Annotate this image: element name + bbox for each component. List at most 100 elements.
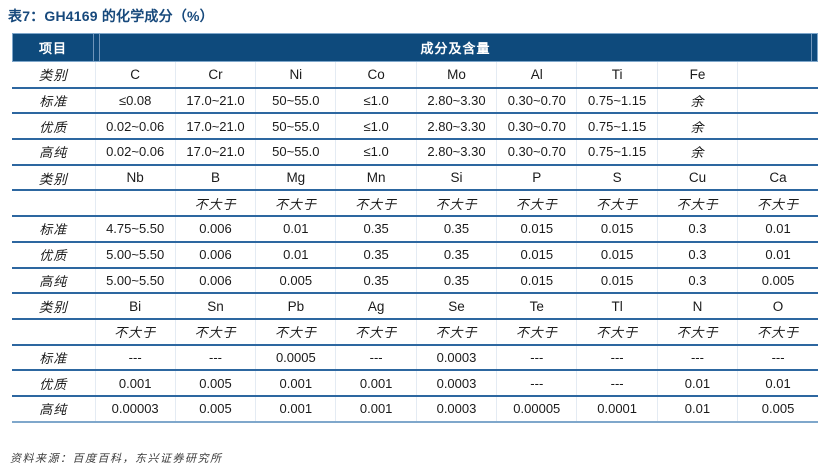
table-cell: 不大于	[255, 318, 336, 346]
row-label: 标准	[12, 344, 95, 372]
table-row: 类别 Nb B Mg Mn Si P S Cu Ca	[12, 164, 818, 192]
table-cell: 17.0~21.0	[174, 139, 256, 166]
table-cell	[737, 62, 818, 89]
table-cell: Sn	[174, 293, 256, 320]
table-cell: 0.75~1.15	[576, 113, 658, 141]
table-cell: 0.015	[496, 241, 577, 269]
row-label: 类别	[12, 293, 95, 320]
table-cell: ≤1.0	[335, 139, 417, 166]
table-cell: 不大于	[174, 318, 256, 346]
table-cell: 0.0001	[576, 395, 658, 423]
table-row: 优质 5.00~5.50 0.006 0.01 0.35 0.35 0.015 0.015 0.…	[12, 241, 818, 269]
table-cell: 0.02~0.06	[94, 139, 176, 166]
table-cell: 0.35	[335, 216, 417, 243]
table-cell: Ni	[255, 62, 336, 89]
table-cell: ---	[94, 344, 176, 372]
table-cell: 0.001	[335, 395, 417, 423]
table-cell: Mn	[335, 164, 417, 192]
row-label: 类别	[12, 62, 95, 89]
table-cell: 2.80~3.30	[415, 139, 497, 166]
table-cell: 0.015	[576, 241, 658, 269]
table-cell: Nb	[94, 164, 176, 192]
table-row: 标准 --- --- 0.0005 --- 0.0003 --- --- --- ---	[12, 344, 818, 372]
row-label: 高纯	[12, 139, 95, 166]
table-cell: 不大于	[335, 190, 417, 218]
table-cell: 0.00005	[496, 395, 577, 423]
table-cell: 0.006	[174, 216, 256, 243]
table-cell: 0.30~0.70	[496, 113, 577, 141]
table-cell: 0.01	[255, 241, 336, 269]
table-cell: N	[656, 293, 738, 320]
table-cell: Mg	[255, 164, 336, 192]
table-cell: Se	[415, 293, 497, 320]
row-label: 高纯	[12, 267, 95, 295]
table-cell: 17.0~21.0	[174, 87, 256, 115]
header-divider-right	[811, 34, 817, 61]
table-cell: S	[576, 164, 658, 192]
table-cell: 0.001	[335, 370, 417, 397]
table-cell: ---	[576, 370, 658, 397]
table-cell: 0.001	[255, 395, 336, 423]
table-cell: 0.0003	[415, 344, 497, 372]
row-label: 高纯	[12, 395, 95, 423]
table-cell: 2.80~3.30	[415, 87, 497, 115]
table-cell: ---	[335, 344, 417, 372]
table-cell: ---	[576, 344, 658, 372]
table-cell: 0.006	[174, 241, 256, 269]
table-cell: 0.0005	[255, 344, 336, 372]
table-cell: Si	[415, 164, 497, 192]
table-cell: 0.35	[415, 267, 497, 295]
row-label: 标准	[12, 87, 95, 115]
header-item-label: 项目	[38, 41, 67, 56]
table-cell: 0.00003	[94, 395, 176, 423]
row-label: 类别	[12, 164, 95, 192]
table-cell: 0.005	[737, 395, 818, 423]
table-cell: 50~55.0	[255, 139, 336, 166]
table-cell: 0.001	[255, 370, 336, 397]
table-cell: Fe	[656, 62, 738, 89]
table-cell: Ca	[737, 164, 818, 192]
table-cell: 0.35	[415, 216, 497, 243]
table-cell: Bi	[94, 293, 176, 320]
table-cell: Cr	[174, 62, 256, 89]
table-cell	[737, 139, 818, 166]
table-cell: 0.01	[656, 370, 738, 397]
table-cell: 0.3	[656, 216, 738, 243]
table-row: 高纯 0.00003 0.005 0.001 0.001 0.0003 0.00005 0.0…	[12, 395, 818, 423]
table-cell: 0.35	[335, 241, 417, 269]
table-cell: Co	[335, 62, 417, 89]
table-cell: ---	[174, 344, 256, 372]
table-cell: 不大于	[737, 318, 818, 346]
table-row: 优质 0.02~0.06 17.0~21.0 50~55.0 ≤1.0 2.80~3.30…	[12, 113, 818, 141]
table-cell: 0.0003	[415, 370, 497, 397]
table-cell: 不大于	[415, 318, 497, 346]
row-label	[12, 318, 95, 346]
table-cell: ≤0.08	[94, 87, 176, 115]
table-header-bar: 项目 成分及含量	[12, 33, 818, 62]
table-row: 类别 C Cr Ni Co Mo Al Ti Fe	[12, 62, 818, 89]
table-cell: ---	[656, 344, 738, 372]
table-cell: ≤1.0	[335, 87, 417, 115]
table-cell: 50~55.0	[255, 113, 336, 141]
table-cell: Te	[496, 293, 577, 320]
table-cell: O	[737, 293, 818, 320]
table-cell: 不大于	[496, 318, 577, 346]
table-cell: 0.01	[737, 370, 818, 397]
table-cell: 不大于	[415, 190, 497, 218]
header-span-label: 成分及含量	[420, 41, 491, 56]
composition-table-container: 项目 成分及含量 类别 C Cr Ni Co Mo Al Ti Fe 标准 ≤0.08 17.0~21…	[12, 33, 818, 423]
table-row: 不大于 不大于 不大于 不大于 不大于 不大于 不大于 不大于	[12, 190, 818, 218]
table-cell: 0.015	[496, 267, 577, 295]
composition-table: 类别 C Cr Ni Co Mo Al Ti Fe 标准 ≤0.08 17.0~21.0 50~55.0…	[12, 62, 818, 423]
table-cell: 5.00~5.50	[94, 241, 176, 269]
table-cell: 0.35	[335, 267, 417, 295]
table-cell: Al	[496, 62, 577, 89]
table-row: 优质 0.001 0.005 0.001 0.001 0.0003 --- --- 0.01 0.…	[12, 370, 818, 397]
table-cell: ---	[737, 344, 818, 372]
table-cell: 余	[656, 87, 738, 115]
table-cell: 5.00~5.50	[94, 267, 176, 295]
table-cell: 0.015	[576, 216, 658, 243]
table-row: 高纯 5.00~5.50 0.006 0.005 0.35 0.35 0.015 0.015 0…	[12, 267, 818, 295]
table-cell: 0.006	[174, 267, 256, 295]
table-cell: ≤1.0	[335, 113, 417, 141]
